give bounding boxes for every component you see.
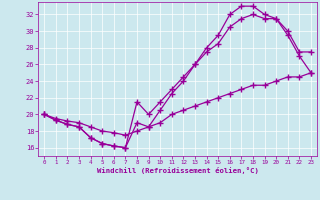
X-axis label: Windchill (Refroidissement éolien,°C): Windchill (Refroidissement éolien,°C) (97, 167, 259, 174)
